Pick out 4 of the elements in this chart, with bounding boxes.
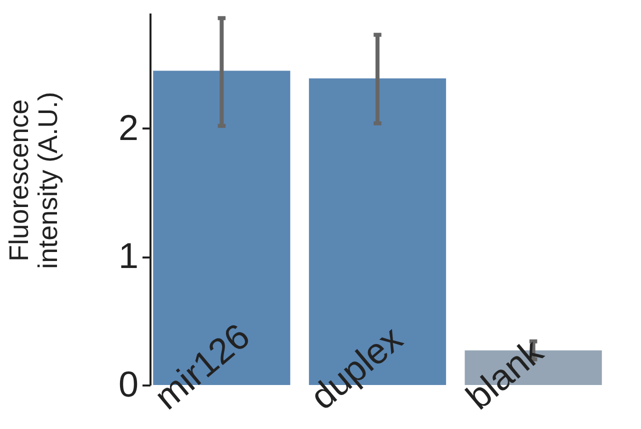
- y-axis-title: Fluorescence intensity (A.U.): [4, 92, 63, 269]
- y-tick-label: 1: [118, 235, 138, 276]
- y-tick-label: 2: [118, 106, 138, 148]
- y-tick-label: 0: [118, 364, 138, 404]
